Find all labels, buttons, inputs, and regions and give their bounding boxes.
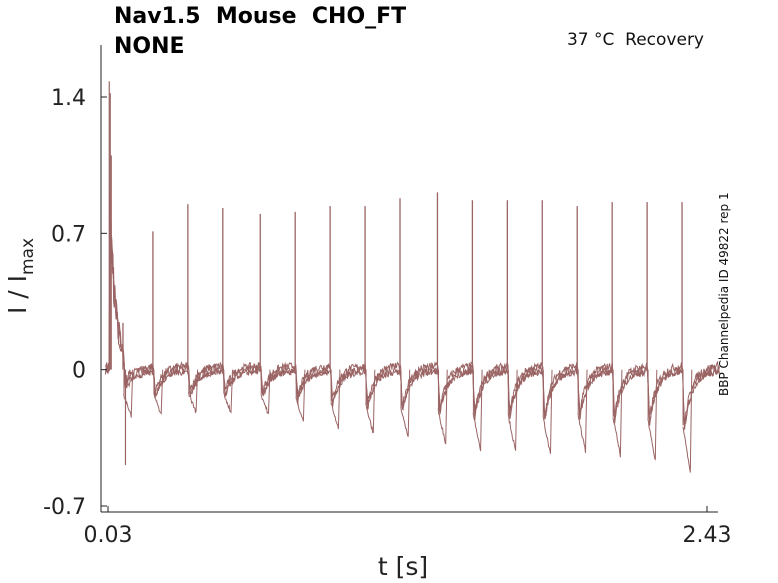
y-ticks: 1.4 0.7 0 -0.7 [43,86,107,520]
y-tick-label: 0 [72,359,86,384]
pulse-dip-tail [507,369,518,451]
x-ticks: 0.03 2.43 [84,506,732,548]
pulse-dip-tail [123,369,134,418]
pulse-dip-tail [647,369,658,461]
pulse-dip-tail [330,369,341,430]
y-tick-label: -0.7 [43,495,86,520]
pulse-dip-tail [542,369,553,454]
pulse-dip-tail [260,369,271,415]
y-axis-label-subscript: max [18,238,38,275]
y-tick-label: 0.7 [51,222,86,247]
x-tick-label: 2.43 [683,523,732,548]
chart-title-line2: NONE [114,34,185,59]
chart-title-line1: Nav1.5 Mouse CHO_FT [114,4,407,29]
pulse-dip-tail [612,369,623,458]
y-axis-label-main: I / I [3,275,32,314]
condition-label: 37 °C Recovery [566,30,704,50]
y-tick-label: 1.4 [51,86,86,111]
trace-1 [105,190,720,425]
current-traces [105,81,720,473]
x-tick-label: 0.03 [84,523,133,548]
trace-2 [105,205,720,424]
pulse-dip-tail [437,369,448,445]
pulse-dip-tail [365,369,376,434]
axes [100,45,718,513]
pulse-dip-tail [223,369,233,414]
pulse-dip-tail [295,369,306,422]
pulse-dip-tail [682,369,693,473]
pulse-dip-tail [400,369,411,437]
pulse-dip-tail [472,369,483,452]
pulse-dip-tail [153,369,164,416]
y-axis-label: I / Imax [3,238,38,314]
trace-3 [105,200,720,430]
pulse-dip-tail [188,369,199,413]
x-axis-label: t [s] [378,552,428,581]
pulse-dip-tail [577,369,588,453]
side-source-label: BBP Channelpedia ID 49822 rep 1 [717,192,731,396]
